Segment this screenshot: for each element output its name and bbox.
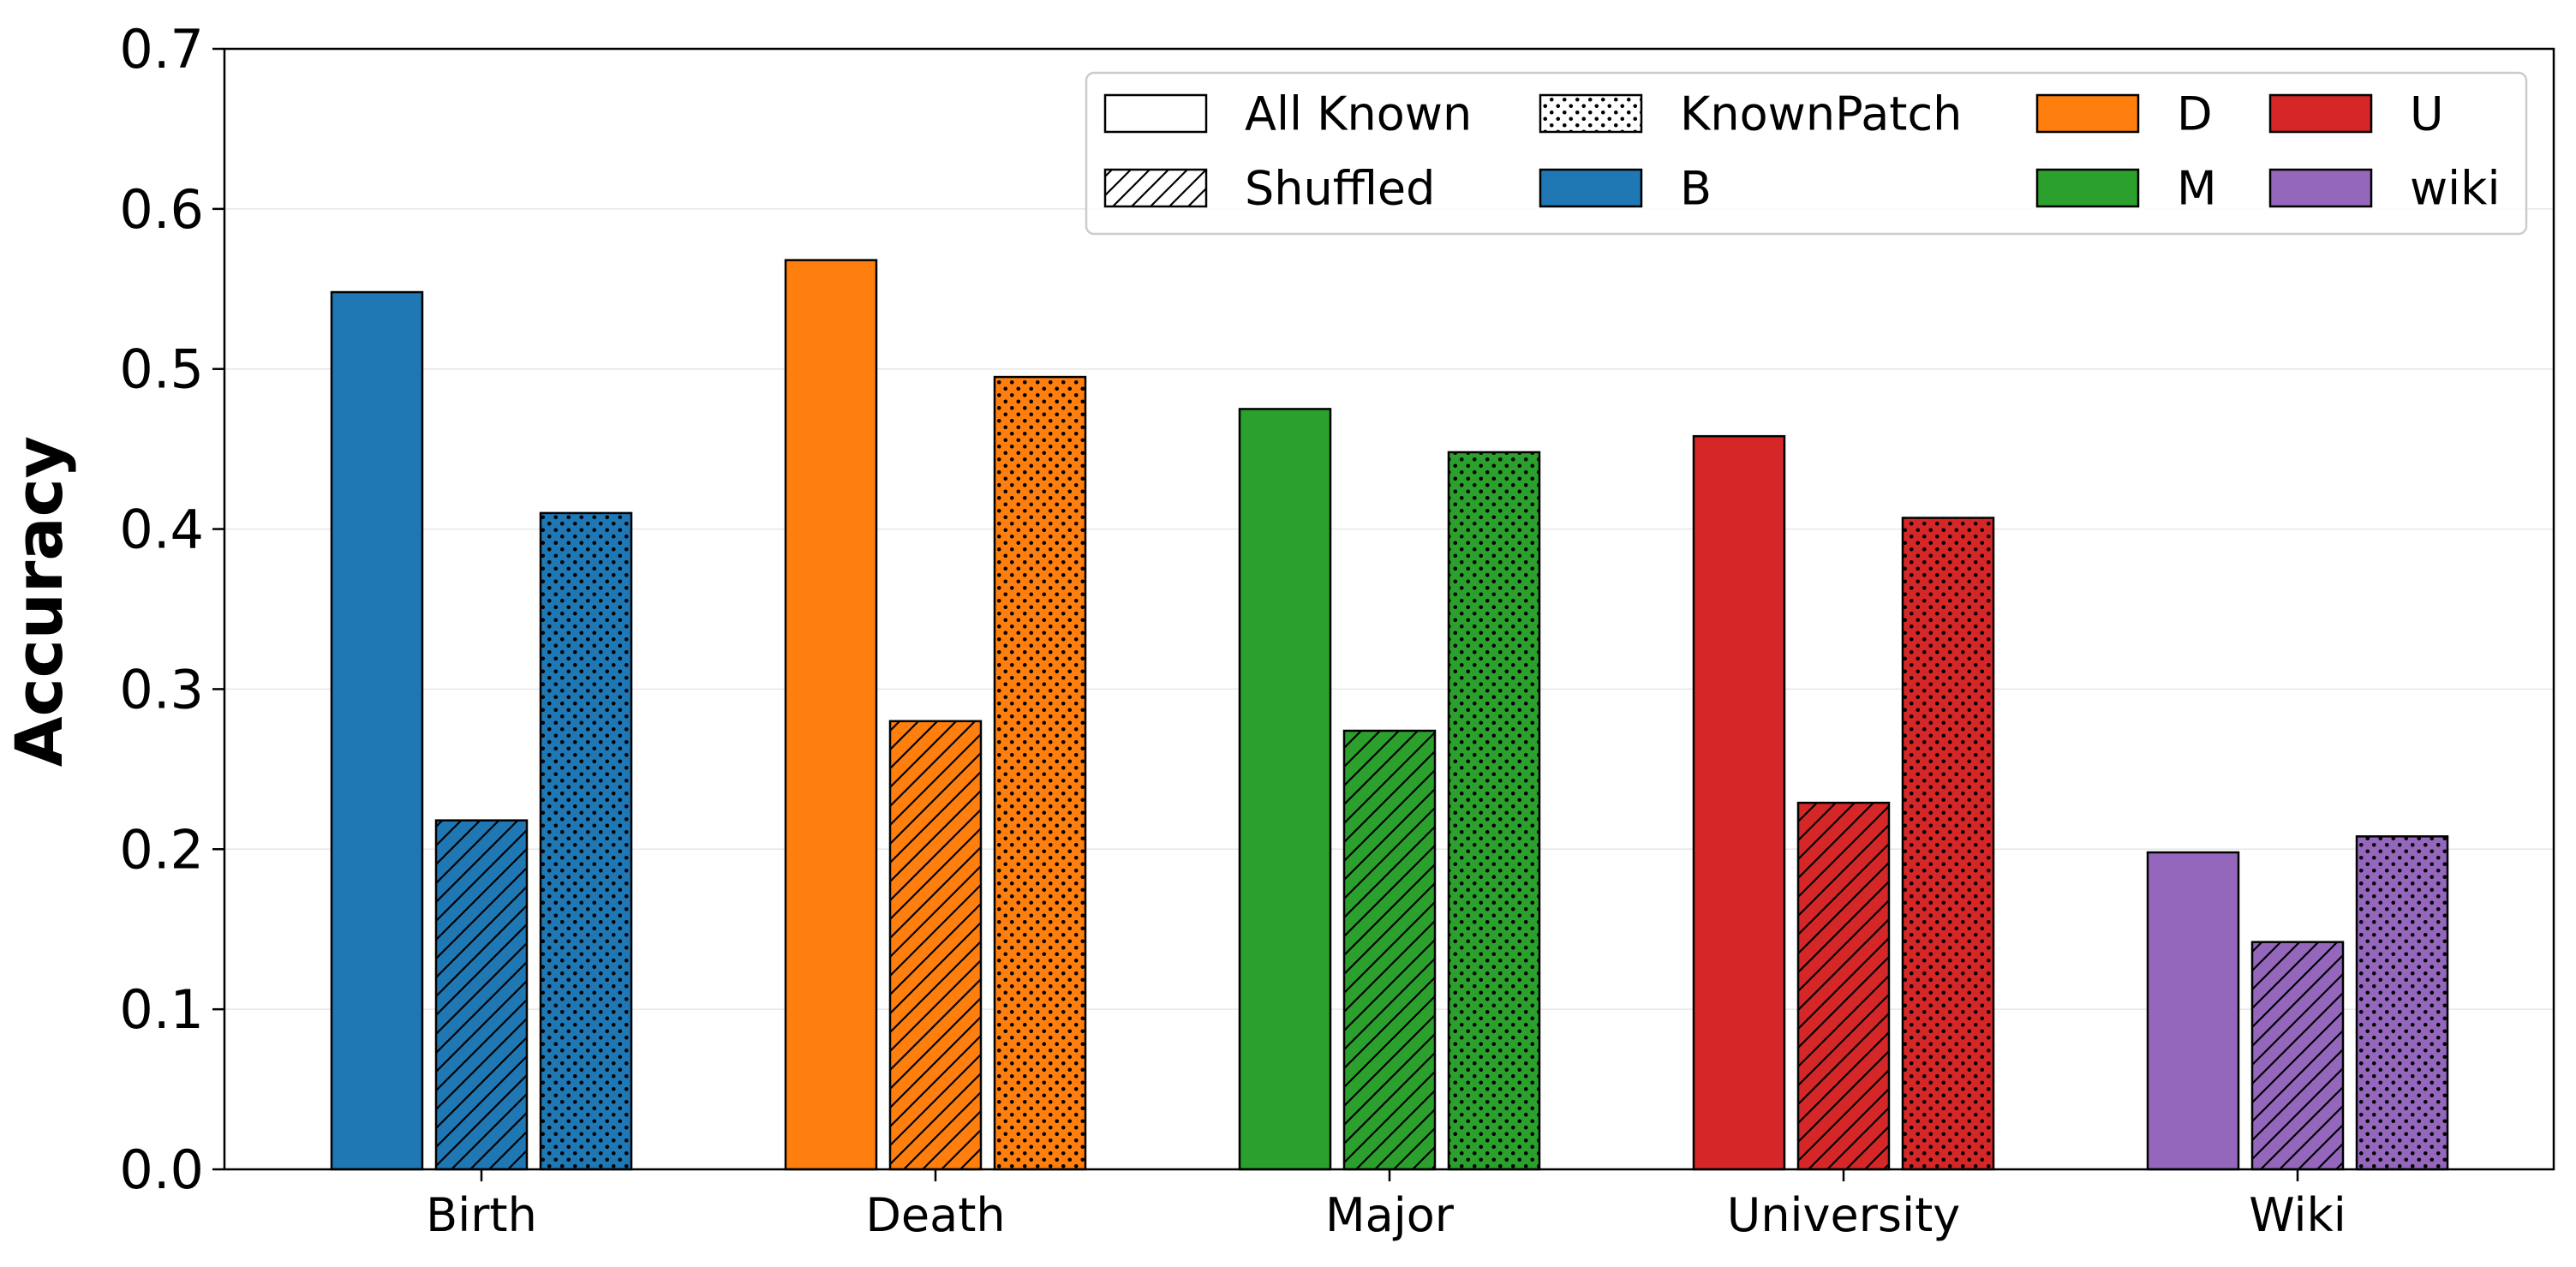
y-tick-label: 0.2 — [119, 818, 204, 881]
legend-label: U — [2410, 87, 2444, 141]
legend-label: wiki — [2410, 162, 2500, 216]
y-tick-label: 0.4 — [119, 499, 204, 561]
x-axis: Birth Death Major University Wiki — [426, 1169, 2346, 1242]
legend-label: All Known — [1245, 87, 1472, 141]
bar-dot-overlay — [995, 377, 1085, 1169]
bar-hatch-overlay — [890, 720, 981, 1169]
bar-hatch-overlay — [436, 820, 527, 1169]
bar — [2148, 852, 2238, 1169]
legend-swatch — [1103, 93, 1208, 134]
legend-label: KnownPatch — [1680, 87, 1962, 141]
y-tick-label: 0.6 — [119, 178, 204, 241]
y-tick-label: 0.1 — [119, 978, 204, 1041]
y-tick-label: 0.0 — [119, 1139, 204, 1201]
x-tick-label: Birth — [426, 1188, 537, 1242]
bar-dot-overlay — [541, 512, 631, 1169]
x-tick-label: University — [1727, 1188, 1960, 1242]
bars — [330, 259, 2449, 1171]
bar — [1694, 436, 1784, 1169]
y-tick-label: 0.5 — [119, 338, 204, 401]
bar-dot-overlay — [1903, 517, 1993, 1169]
legend-swatch — [2268, 168, 2373, 208]
bar — [786, 260, 876, 1170]
legend-label: D — [2177, 87, 2213, 141]
bar-dot-overlay — [2357, 836, 2447, 1169]
legend-swatch — [2268, 93, 2373, 134]
legend-box — [1085, 71, 2528, 236]
x-tick-label: Major — [1325, 1188, 1455, 1242]
bar-hatch-overlay — [1344, 731, 1435, 1169]
bar-dot-overlay — [1449, 451, 1539, 1169]
y-tick-label: 0.3 — [119, 658, 204, 720]
y-axis: 0.0 0.1 0.2 0.3 0.4 0.5 0.6 0.7 — [119, 18, 224, 1201]
legend-label: B — [1680, 162, 1712, 216]
x-tick-label: Death — [865, 1188, 1005, 1242]
bar-hatch-overlay — [2252, 941, 2343, 1169]
bar — [1240, 409, 1330, 1169]
legend-swatch — [1539, 168, 1643, 208]
y-tick-label: 0.7 — [119, 18, 204, 81]
legend-swatch — [2035, 93, 2140, 134]
legend-label: Shuffled — [1245, 162, 1435, 216]
bar — [332, 292, 422, 1170]
legend-swatch — [1103, 168, 1208, 208]
x-tick-label: Wiki — [2249, 1188, 2346, 1242]
legend-swatch — [2035, 168, 2140, 208]
legend-swatch — [1539, 93, 1643, 134]
bar-hatch-overlay — [1798, 803, 1889, 1169]
legend-label: M — [2177, 162, 2217, 216]
y-axis-label: Accuracy — [1, 436, 77, 767]
